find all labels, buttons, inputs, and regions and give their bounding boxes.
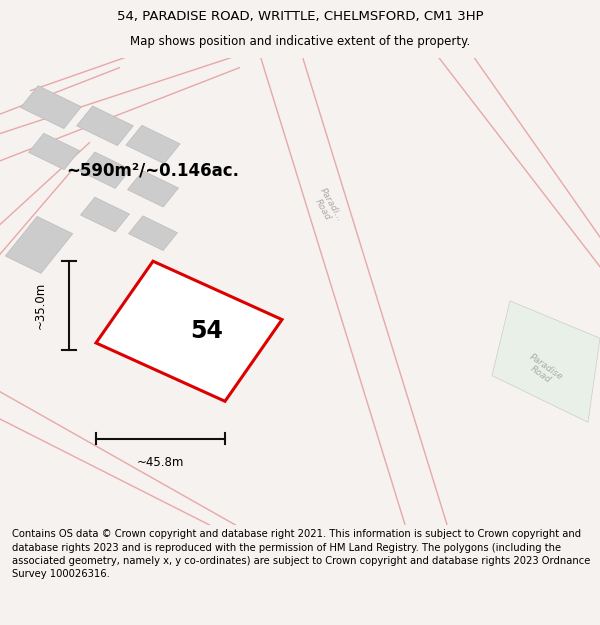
Polygon shape [96,261,282,401]
Polygon shape [128,171,178,207]
Polygon shape [77,106,133,146]
Polygon shape [20,86,82,129]
Text: ~45.8m: ~45.8m [137,456,184,469]
Text: Paradise
Road: Paradise Road [522,352,564,389]
Text: ~590m²/~0.146ac.: ~590m²/~0.146ac. [67,161,239,179]
Polygon shape [5,216,73,273]
Polygon shape [29,133,79,169]
Polygon shape [128,216,178,251]
Text: Map shows position and indicative extent of the property.: Map shows position and indicative extent… [130,35,470,48]
Text: 54, PARADISE ROAD, WRITTLE, CHELMSFORD, CM1 3HP: 54, PARADISE ROAD, WRITTLE, CHELMSFORD, … [116,10,484,23]
Polygon shape [492,301,600,423]
Text: ~35.0m: ~35.0m [34,282,47,329]
Polygon shape [80,152,130,188]
Text: Contains OS data © Crown copyright and database right 2021. This information is : Contains OS data © Crown copyright and d… [12,529,590,579]
Text: Paradi...
Road: Paradi... Road [310,187,344,228]
Polygon shape [80,198,130,232]
Text: 54: 54 [191,319,223,343]
Polygon shape [126,126,180,164]
